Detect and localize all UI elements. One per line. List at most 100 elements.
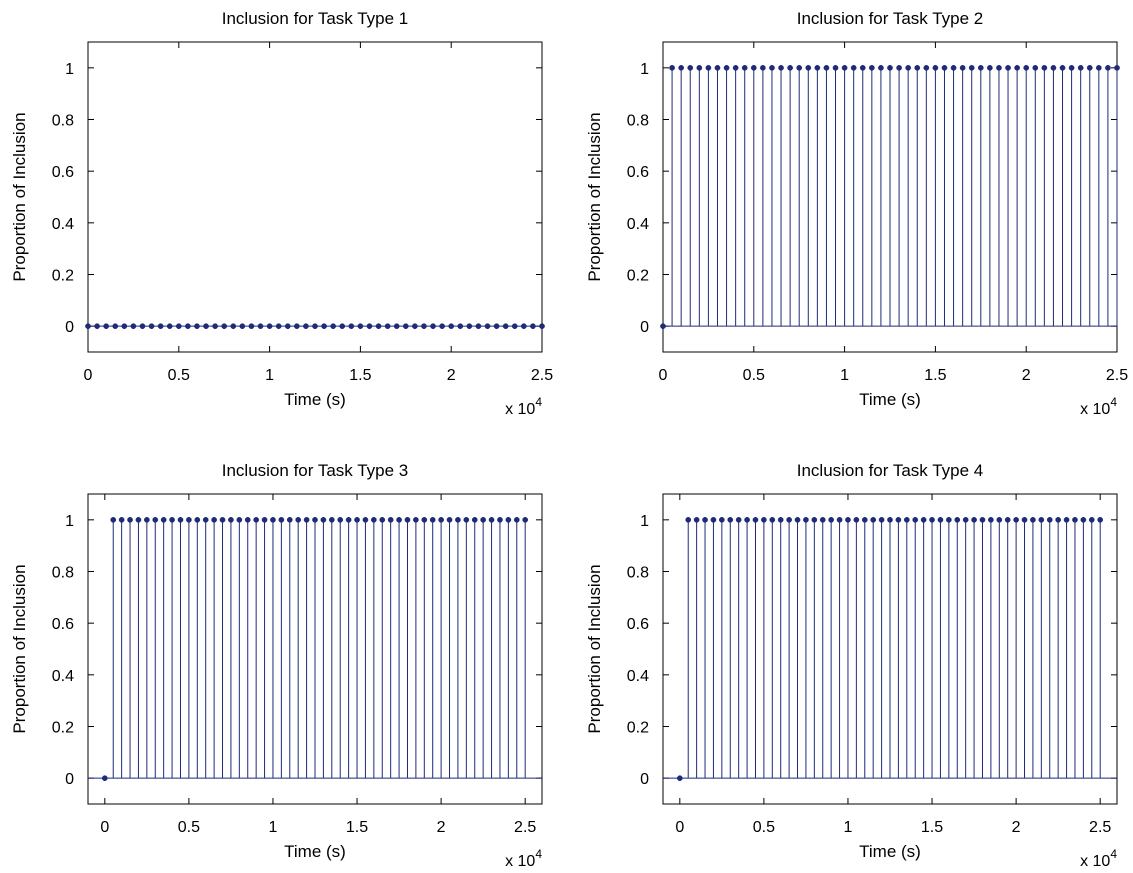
stem-marker	[404, 516, 411, 523]
x-tick-label: 0	[675, 819, 684, 836]
x-axis-label: Time (s)	[284, 842, 346, 861]
stem-marker	[303, 323, 309, 330]
x-tick-label: 2	[1012, 819, 1021, 836]
y-tick-label: 0.6	[627, 164, 649, 181]
stem-marker	[148, 323, 155, 330]
stem-marker	[1114, 64, 1120, 71]
stem-marker	[660, 323, 666, 330]
stem-marker	[760, 64, 766, 71]
x-tick-label: 1.5	[924, 367, 946, 384]
y-axis-label: Proportion of Inclusion	[585, 112, 604, 281]
y-tick-label: 0.6	[52, 616, 74, 633]
x-multiplier-label: x 104	[1080, 395, 1117, 418]
stem-marker	[157, 323, 164, 330]
stem-marker	[1046, 516, 1053, 523]
stem-marker	[1041, 64, 1048, 71]
stem-marker	[750, 64, 757, 71]
x-tick-label: 1	[840, 367, 849, 384]
x-tick-label: 2	[1022, 367, 1031, 384]
stem-marker	[502, 323, 509, 330]
stem-marker	[412, 323, 418, 330]
stem-marker	[1063, 516, 1070, 523]
stem-marker	[845, 516, 851, 523]
stem-marker	[996, 516, 1003, 523]
x-tick-label: 0.5	[753, 819, 775, 836]
stem-marker	[878, 516, 885, 523]
stem-marker	[110, 516, 117, 523]
stem-marker	[212, 323, 218, 330]
stem-marker	[977, 64, 984, 71]
stem-marker	[270, 516, 276, 523]
y-tick-label: 0	[65, 771, 74, 788]
stem-marker	[402, 323, 409, 330]
subplot-2: Inclusion for Task Type 2 0 0.2 0.4 0.6 0.8 1 0…	[585, 9, 1128, 418]
stem-marker	[354, 516, 360, 523]
stem-marker	[94, 323, 100, 330]
x-tick-label: 1	[265, 367, 274, 384]
stem-marker	[261, 516, 268, 523]
x-tick-label: 2.5	[1089, 819, 1111, 836]
chart-title: Inclusion for Task Type 3	[222, 461, 408, 480]
stem-marker	[421, 516, 428, 523]
stem-marker	[520, 323, 527, 330]
y-tick-label: 0.8	[627, 113, 649, 130]
stem-marker	[186, 516, 192, 523]
stem-marker	[505, 516, 512, 523]
chart-title: Inclusion for Task Type 1	[222, 9, 408, 28]
stem-marker	[448, 323, 455, 330]
stem-marker	[130, 323, 137, 330]
stem-marker	[511, 323, 518, 330]
stem-marker	[786, 516, 792, 523]
stem-marker	[339, 323, 346, 330]
stem-marker	[203, 323, 209, 330]
stem-marker	[752, 516, 759, 523]
stem-marker	[266, 323, 273, 330]
stem-marker	[853, 516, 860, 523]
subplot-1: Inclusion for Task Type 1 0 0.2 0.4 0.6 0.8 1 0…	[10, 9, 553, 418]
stem-marker	[413, 516, 419, 523]
y-tick-label: 0.6	[627, 616, 649, 633]
stem-marker	[539, 323, 545, 330]
y-axis-label: Proportion of Inclusion	[10, 112, 29, 281]
y-tick-label: 0.8	[52, 113, 74, 130]
stem-marker	[152, 516, 159, 523]
x-tick-label: 0	[84, 367, 93, 384]
stem-marker	[685, 516, 692, 523]
stem-marker	[1068, 64, 1075, 71]
x-tick-label: 0.5	[743, 367, 765, 384]
stem-marker	[996, 64, 1002, 71]
stem-marker	[687, 64, 694, 71]
stem-marker	[962, 516, 969, 523]
stem-marker	[475, 323, 482, 330]
stem-marker	[118, 516, 125, 523]
stem-marker	[471, 516, 478, 523]
stem-marker	[221, 323, 228, 330]
stem-marker	[121, 323, 128, 330]
stem-marker	[823, 64, 830, 71]
stem-marker	[1005, 64, 1011, 71]
y-tick-label: 1	[640, 513, 649, 530]
stem-marker	[275, 323, 282, 330]
y-tick-label: 0.8	[627, 565, 649, 582]
stem-marker	[384, 323, 391, 330]
x-tick-label: 1	[269, 819, 278, 836]
stem-marker	[139, 323, 146, 330]
stem-marker	[396, 516, 402, 523]
stem-marker	[194, 323, 200, 330]
stem-marker	[1050, 64, 1057, 71]
stem-marker	[429, 516, 436, 523]
stem-marker	[103, 323, 110, 330]
stem-marker	[1097, 516, 1104, 523]
stem-marker	[284, 323, 291, 330]
stem-marker	[236, 516, 243, 523]
stem-marker	[979, 516, 986, 523]
stem-marker	[1086, 64, 1093, 71]
stem-marker	[836, 516, 843, 523]
stem-marker	[348, 323, 355, 330]
stem-marker	[1030, 516, 1036, 523]
stem-marker	[777, 516, 784, 523]
y-tick-label: 0.2	[52, 720, 74, 737]
stem-marker	[1023, 64, 1030, 71]
stem-marker	[714, 64, 721, 71]
stem-marker	[185, 323, 191, 330]
